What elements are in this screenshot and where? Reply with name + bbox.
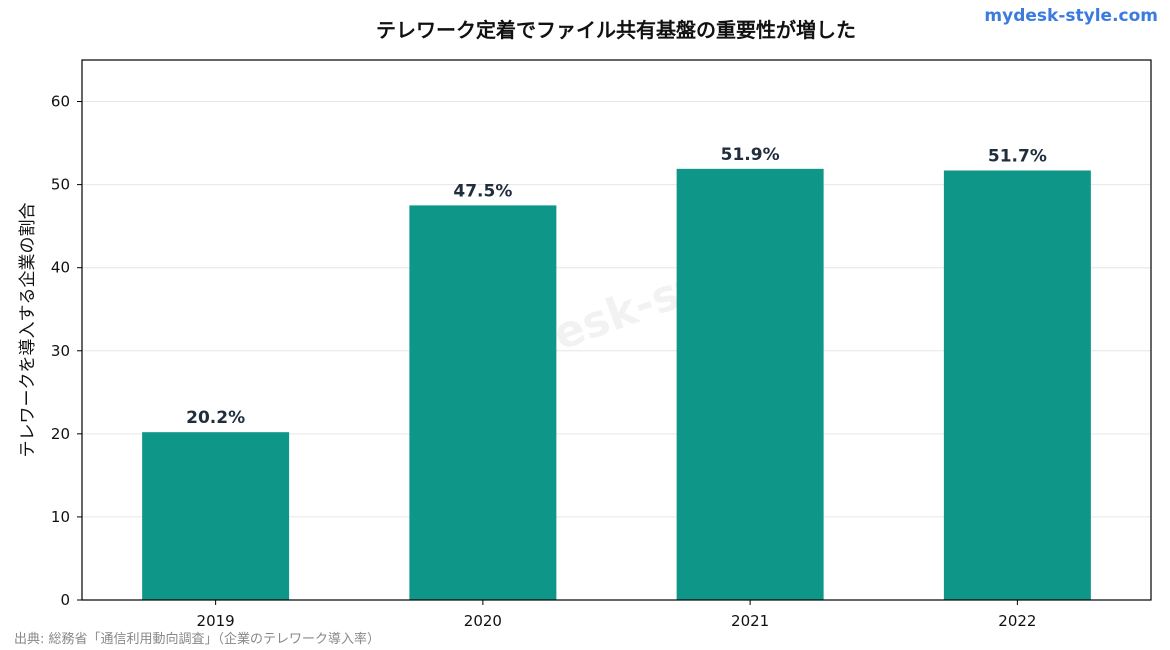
bar-2022 — [943, 170, 1091, 600]
bar-2020 — [409, 205, 557, 600]
y-tick-label: 50 — [51, 176, 70, 194]
y-tick-label: 0 — [60, 591, 70, 609]
source-note: 出典: 総務省「通信利用動向調査」（企業のテレワーク導入率） — [14, 632, 381, 647]
data-label-2022: 51.7% — [988, 146, 1047, 166]
y-tick-label: 40 — [51, 259, 70, 277]
bar-2021 — [676, 168, 824, 601]
data-label-2021: 51.9% — [721, 145, 780, 165]
x-tick-label: 2022 — [998, 612, 1036, 630]
data-label-2020: 47.5% — [453, 181, 512, 201]
data-label-2019: 20.2% — [186, 408, 245, 428]
y-tick-label: 20 — [51, 425, 70, 443]
x-tick-label: 2020 — [464, 612, 502, 630]
x-tick-label: 2019 — [197, 612, 235, 630]
y-axis-label: テレワークを導入する企業の割合 — [18, 203, 38, 458]
y-tick-label: 30 — [51, 342, 70, 360]
bar-2019 — [142, 432, 290, 600]
y-tick-label: 60 — [51, 93, 70, 111]
y-tick-label: 10 — [51, 508, 70, 526]
brand-watermark: mydesk-style.com — [984, 6, 1158, 26]
chart-title: テレワーク定着でファイル共有基盤の重要性が増した — [376, 18, 856, 42]
x-tick-label: 2021 — [731, 612, 769, 630]
plot-frame — [81, 59, 1152, 601]
